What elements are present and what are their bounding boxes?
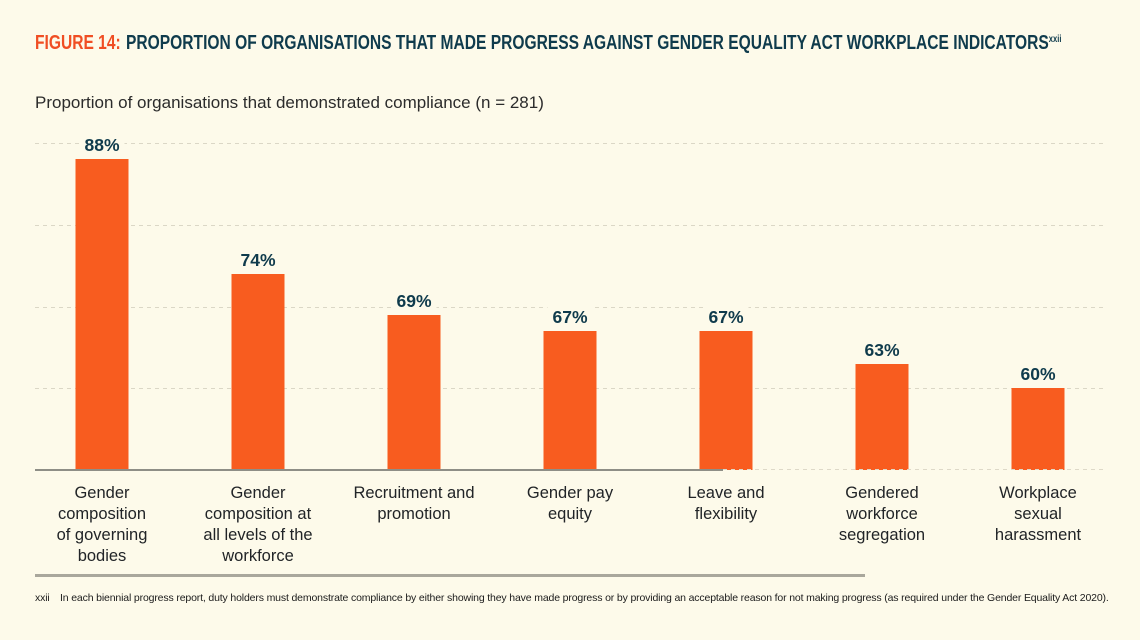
bar-column: 67% xyxy=(648,143,804,470)
bar-value-label: 67% xyxy=(703,307,749,328)
chart-subtitle: Proportion of organisations that demonst… xyxy=(35,93,544,112)
bar-column: 74% xyxy=(180,143,336,470)
bar-column: 88% xyxy=(24,135,180,470)
gridline xyxy=(35,306,1105,308)
bar-chart-plot-area: 88% 74% 69% 67% 67% 63% 60% xyxy=(35,135,1105,471)
footnote-reference-superscript: xxii xyxy=(1048,34,1062,45)
bar xyxy=(855,363,909,470)
gridline xyxy=(35,224,1105,226)
category-label: Gender composition of governing bodies xyxy=(56,484,148,565)
category-label: Gender pay equity xyxy=(526,484,614,523)
bar xyxy=(1011,388,1065,470)
bar-column: 67% xyxy=(492,143,648,470)
figure-title-text: PROPORTION OF ORGANISATIONS THAT MADE PR… xyxy=(126,31,1049,54)
gridline xyxy=(35,143,1105,144)
bar-column: 60% xyxy=(960,143,1116,470)
category-label: Recruitment and promotion xyxy=(353,484,475,523)
category-label: Gendered workforce segregation xyxy=(838,484,926,544)
bar-value-label: 74% xyxy=(235,249,281,270)
bar-value-label: 67% xyxy=(547,307,593,328)
figure-title: FIGURE 14: PROPORTION OF ORGANISATIONS TH… xyxy=(35,32,1061,57)
bar-value-label: 63% xyxy=(859,339,905,360)
figure-number-label: FIGURE 14: xyxy=(35,31,121,54)
bar xyxy=(75,159,129,470)
x-axis-line-faint-segment xyxy=(723,469,1105,470)
category-label: Leave and flexibility xyxy=(687,484,765,523)
bar xyxy=(387,314,441,470)
category-label: Gender composition at all levels of the … xyxy=(203,484,313,565)
category-labels-row: Gender composition of governing bodies Ge… xyxy=(24,483,1116,567)
bars-row: 88% 74% 69% 67% 67% 63% 60% xyxy=(24,135,1116,470)
footnote-text: In each biennial progress report, duty h… xyxy=(60,592,1109,604)
bar xyxy=(543,331,597,470)
footnote-divider xyxy=(35,574,865,577)
bar-value-label: 60% xyxy=(1015,364,1061,385)
x-axis-line xyxy=(35,469,723,471)
footnote: xxii In each biennial progress report, d… xyxy=(35,592,1120,604)
bar-column: 69% xyxy=(336,143,492,470)
category-label: Workplace sexual harassment xyxy=(994,484,1082,544)
bar-value-label: 69% xyxy=(391,290,437,311)
bar-column: 63% xyxy=(804,143,960,470)
bar xyxy=(231,273,285,470)
bar xyxy=(699,331,753,470)
bar-value-label: 88% xyxy=(79,135,125,156)
footnote-marker: xxii xyxy=(35,592,50,604)
